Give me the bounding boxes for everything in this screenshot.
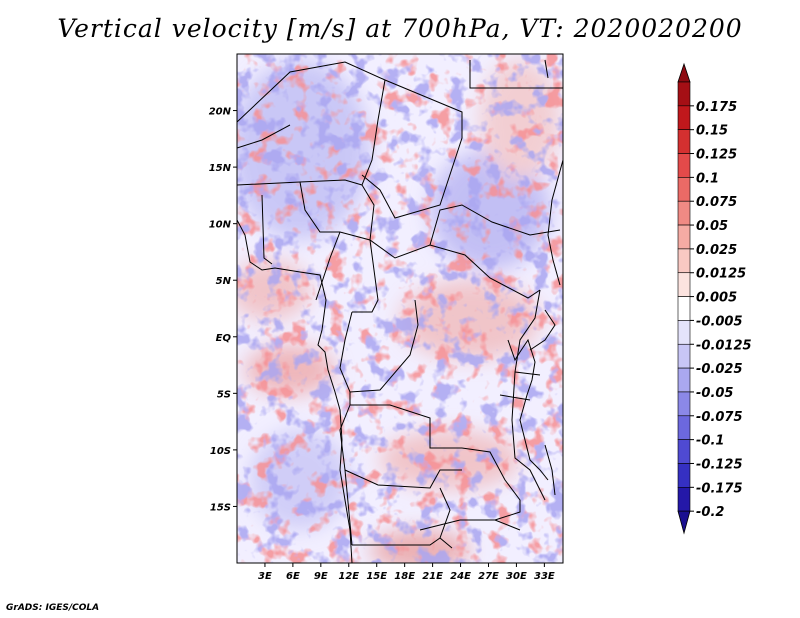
colorbar-label: -0.2: [696, 505, 724, 520]
lon-tick-label: 30E: [506, 571, 527, 582]
lon-tick-label: 3E: [258, 571, 272, 582]
lon-tick-label: 18E: [394, 571, 415, 582]
lat-tick-label: 20N: [209, 107, 232, 118]
colorbar-swatch: [677, 367, 691, 393]
country-borders: [236, 59, 563, 549]
lat-tick-label: EQ: [216, 333, 232, 344]
colorbar-label: 0.05: [696, 219, 728, 234]
colorbar-label: 0.0125: [696, 267, 746, 282]
lon-tick-label: 15E: [366, 571, 387, 582]
lat-tick-label: 10S: [210, 446, 231, 457]
colorbar-swatch: [677, 129, 691, 154]
lon-tick-label: 6E: [286, 571, 300, 582]
lon-tick-label: 33E: [534, 571, 555, 582]
latitude-axis: 20N 15N 10N 5N EQ 5S 10S 15S: [209, 107, 237, 513]
lat-tick-label: 5S: [217, 389, 231, 400]
colorbar-bottom-arrow: [677, 510, 691, 535]
longitude-axis: 3E 6E 9E 12E 15E 18E 21E 24E 27E 30E 33E: [258, 563, 555, 582]
colorbar-label: -0.05: [696, 386, 733, 401]
lon-tick-label: 9E: [314, 571, 328, 582]
lat-tick-label: 5N: [216, 276, 232, 287]
colorbar-swatch: [677, 463, 691, 488]
lat-tick-label: 15S: [210, 502, 231, 513]
colorbar-swatch: [677, 272, 691, 297]
colorbar-top-arrow: [677, 62, 691, 83]
colorbar-swatch: [677, 200, 691, 226]
colorbar-swatch: [677, 248, 691, 274]
velocity-field: [237, 54, 563, 563]
colorbar-label: -0.075: [696, 410, 743, 425]
colorbar-label: 0.1: [696, 171, 719, 186]
colorbar-swatch: [677, 343, 691, 369]
colorbar-swatch: [677, 296, 691, 321]
colorbar-label: -0.125: [696, 457, 743, 472]
coastlines: [236, 159, 564, 564]
colorbar-swatch: [677, 415, 691, 440]
lon-tick-label: 27E: [478, 571, 499, 582]
plot-frame: [236, 53, 564, 564]
colorbar-swatch: [677, 487, 691, 512]
colorbar-label: 0.125: [696, 148, 737, 163]
lon-tick-label: 24E: [450, 571, 471, 582]
colorbar-label: -0.0125: [696, 338, 752, 353]
colorbar-label: -0.1: [696, 434, 724, 449]
colorbar-swatch: [677, 224, 691, 250]
colorbar-label: 0.075: [696, 195, 737, 210]
colorbar-swatch: [677, 105, 691, 130]
lon-tick-label: 12E: [338, 571, 359, 582]
colorbar: 0.175 0.15 0.125 0.1 0.075 0.05 0.025 0.0125 0.0…: [677, 62, 752, 535]
colorbar-swatch: [677, 153, 691, 178]
colorbar-label: 0.175: [696, 100, 737, 115]
colorbar-label: 0.005: [696, 291, 737, 306]
colorbar-swatch: [677, 391, 691, 417]
colorbar-label: 0.025: [696, 243, 737, 258]
colorbar-label: -0.175: [696, 481, 743, 496]
colorbar-label: -0.025: [696, 362, 743, 377]
lat-tick-label: 10N: [209, 220, 232, 231]
colorbar-swatch: [677, 177, 691, 202]
chart-title: Vertical velocity [m/s] at 700hPa, VT: 2…: [57, 14, 743, 43]
colorbar-label: -0.005: [696, 314, 743, 329]
colorbar-swatch: [677, 81, 691, 107]
grads-credit: GrADS: IGES/COLA: [6, 603, 100, 613]
colorbar-label: 0.15: [696, 124, 728, 139]
lon-tick-label: 21E: [422, 571, 443, 582]
lat-tick-label: 15N: [209, 163, 232, 174]
colorbar-swatch: [677, 320, 691, 345]
colorbar-swatch: [677, 439, 691, 464]
